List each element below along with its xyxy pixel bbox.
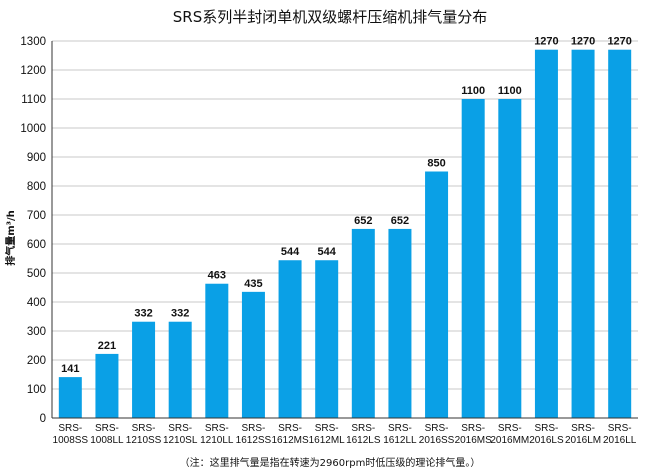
x-tick-label: SRS-2016LS (529, 423, 564, 446)
x-tick-label: SRS-1612LS (346, 423, 381, 446)
bar (571, 49, 595, 418)
bars (58, 49, 632, 418)
bar (315, 260, 339, 418)
data-label: 332 (171, 308, 189, 320)
y-tick-label: 1100 (21, 94, 46, 106)
y-tick-label: 100 (27, 384, 46, 396)
bar (351, 228, 375, 418)
x-tick-label: SRS-2016MS (455, 423, 493, 446)
data-label: 221 (98, 340, 116, 352)
y-tick-label: 300 (27, 326, 46, 338)
data-label: 652 (354, 215, 372, 227)
chart-title: SRS系列半封闭单机双级螺杆压缩机排气量分布 (173, 8, 487, 26)
data-label: 544 (318, 246, 337, 258)
data-label: 141 (61, 363, 79, 375)
y-tick-label: 900 (27, 152, 46, 164)
y-tick-label: 400 (27, 297, 46, 309)
data-label: 463 (208, 270, 226, 282)
data-label: 1100 (461, 85, 485, 97)
bar (534, 49, 558, 418)
x-tick-label: SRS-1612LL (383, 423, 417, 446)
y-tick-label: 1300 (20, 36, 46, 48)
data-label: 850 (427, 158, 445, 170)
x-tick-label: SRS-2016SS (419, 423, 455, 446)
x-tick-label: SRS-2016LL (603, 423, 637, 446)
data-labels: 141 221 332 332 463 435 544 544 652 652 850 1100 110… (61, 36, 632, 375)
bar (168, 321, 192, 418)
y-tick-labels: 0 100 200 300 400 500 600 700 800 900 1000 1100 1200… (20, 36, 46, 425)
x-tick-label: SRS-1612ML (309, 423, 346, 446)
x-tick-label: SRS-1008SS (53, 423, 89, 446)
data-label: 1270 (534, 36, 558, 48)
x-tick-label: SRS-2016LM (565, 423, 601, 446)
y-tick-label: 0 (40, 413, 46, 425)
x-tick-label: SRS-2016MM (490, 423, 529, 446)
data-label: 435 (244, 278, 262, 290)
bar (425, 171, 449, 418)
bar (95, 353, 119, 418)
y-tick-label: 200 (27, 355, 46, 367)
axes (51, 41, 638, 419)
x-tick-label: SRS-1210SS (126, 423, 162, 446)
x-tick-label: SRS-1008LL (90, 423, 124, 446)
y-tick-label: 600 (27, 239, 46, 251)
y-tick-label: 500 (27, 268, 46, 280)
bar (132, 321, 156, 418)
y-axis-label: 排气量m³/h (4, 210, 17, 266)
footnote: （注：这里排气量是指在转速为2960rpm时低压级的理论排气量。） (180, 456, 481, 469)
bar (498, 99, 522, 418)
data-label: 1270 (571, 36, 595, 48)
data-label: 544 (281, 246, 300, 258)
y-tick-label: 700 (27, 210, 46, 222)
y-tick-label: 1000 (20, 123, 46, 135)
category-labels: SRS-1008SSSRS-1008LLSRS-1210SSSRS-1210SL… (53, 423, 637, 446)
x-tick-label: SRS-1210SL (163, 423, 198, 446)
x-tick-label: SRS-1612SS (236, 423, 272, 446)
bar (608, 49, 632, 418)
x-tick-label: SRS-1210LL (200, 423, 234, 446)
bar (241, 291, 265, 418)
x-tick-label: SRS-1612MS (271, 423, 309, 446)
data-label: 1270 (607, 36, 631, 48)
y-tick-label: 1200 (20, 65, 46, 77)
data-label: 1100 (498, 85, 522, 97)
bar (388, 228, 412, 418)
y-tick-label: 800 (27, 181, 46, 193)
data-label: 652 (391, 215, 409, 227)
bar (205, 283, 229, 418)
bar (278, 260, 302, 418)
bar (461, 99, 485, 418)
data-label: 332 (134, 308, 152, 320)
bar (58, 377, 82, 418)
